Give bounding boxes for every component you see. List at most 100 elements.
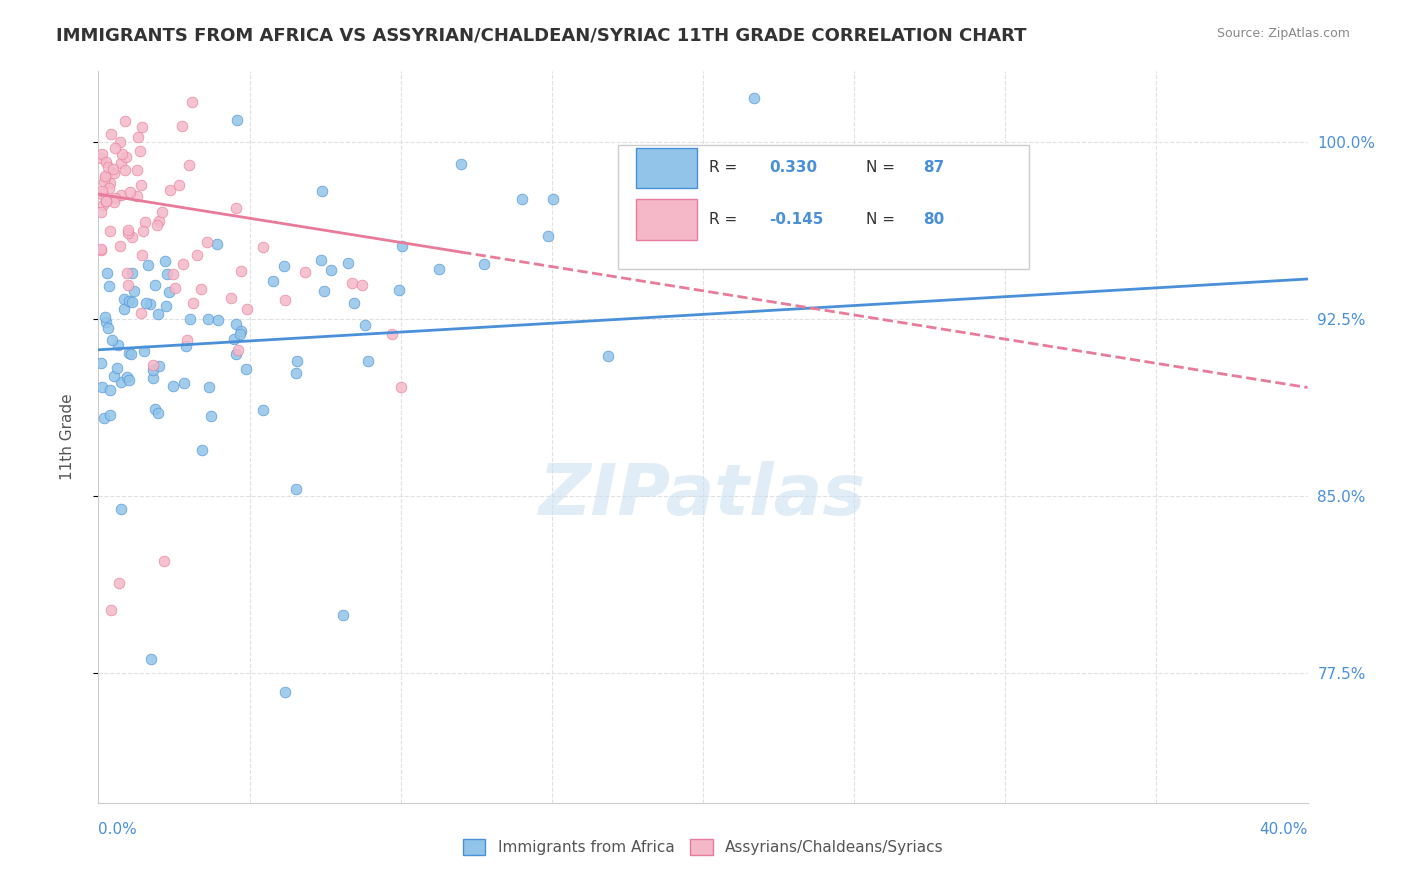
Point xyxy=(389,380,412,394)
Point xyxy=(97,279,120,293)
Point xyxy=(221,291,243,305)
Point xyxy=(118,185,141,199)
Point xyxy=(108,136,131,150)
Point xyxy=(103,369,125,384)
Point xyxy=(207,312,229,326)
Point xyxy=(110,376,132,390)
Point xyxy=(229,326,252,341)
Point xyxy=(150,205,173,219)
Point xyxy=(388,283,411,297)
Point xyxy=(101,333,124,347)
Point xyxy=(98,224,121,238)
Point xyxy=(100,128,122,142)
Point xyxy=(104,141,127,155)
Point xyxy=(117,278,139,293)
Point xyxy=(110,502,132,516)
Point xyxy=(174,339,197,353)
Point xyxy=(311,184,333,198)
Point xyxy=(225,317,247,331)
Point xyxy=(114,114,136,128)
Point xyxy=(121,266,143,280)
Point xyxy=(100,603,122,617)
Point xyxy=(98,176,121,190)
Point xyxy=(90,243,112,257)
Point xyxy=(112,302,135,317)
Point xyxy=(354,318,377,333)
Point xyxy=(110,239,132,253)
Point xyxy=(294,265,316,279)
Text: R =: R = xyxy=(709,211,742,227)
Point xyxy=(543,193,565,207)
Point xyxy=(357,353,380,368)
Point xyxy=(98,383,121,397)
Text: R =: R = xyxy=(709,161,742,176)
Point xyxy=(114,150,136,164)
Point xyxy=(128,145,150,159)
Point xyxy=(117,227,139,241)
Point xyxy=(205,236,228,251)
Point xyxy=(135,296,157,310)
Point xyxy=(97,160,120,174)
Point xyxy=(343,296,366,310)
Point xyxy=(111,146,134,161)
Point xyxy=(121,295,143,310)
Point xyxy=(90,204,112,219)
Point xyxy=(90,356,112,370)
Point xyxy=(176,333,198,347)
Point xyxy=(124,284,146,298)
Point xyxy=(125,189,148,203)
Point xyxy=(142,363,165,377)
Point xyxy=(136,258,159,272)
Point xyxy=(131,224,153,238)
Text: IMMIGRANTS FROM AFRICA VS ASSYRIAN/CHALDEAN/SYRIAC 11TH GRADE CORRELATION CHART: IMMIGRANTS FROM AFRICA VS ASSYRIAN/CHALD… xyxy=(56,27,1026,45)
Point xyxy=(110,187,132,202)
Point xyxy=(90,244,112,258)
Point xyxy=(472,257,495,271)
Point xyxy=(222,332,245,346)
Point xyxy=(115,370,138,384)
Text: 40.0%: 40.0% xyxy=(1260,822,1308,837)
Point xyxy=(129,306,152,320)
Point xyxy=(142,371,165,385)
Point xyxy=(94,194,117,208)
Text: 87: 87 xyxy=(924,161,945,176)
Point xyxy=(226,113,249,128)
Text: -0.145: -0.145 xyxy=(769,211,824,227)
Point xyxy=(93,411,115,425)
Point xyxy=(284,366,307,380)
Point xyxy=(94,170,117,185)
Point xyxy=(91,198,114,212)
Point xyxy=(90,151,112,165)
Point xyxy=(180,95,202,110)
Point xyxy=(179,158,201,172)
Point xyxy=(381,327,404,342)
Point xyxy=(143,277,166,292)
Point xyxy=(91,184,114,198)
Point xyxy=(537,228,560,243)
Point xyxy=(614,225,637,239)
Point xyxy=(118,294,141,309)
Point xyxy=(252,240,274,254)
Point xyxy=(125,163,148,178)
Point xyxy=(742,90,765,104)
Point xyxy=(312,284,335,298)
Point xyxy=(157,285,180,300)
Point xyxy=(118,346,141,360)
Point xyxy=(165,281,187,295)
Point xyxy=(134,215,156,229)
Point xyxy=(190,282,212,296)
Point xyxy=(110,155,132,169)
Point xyxy=(148,359,170,373)
Point xyxy=(153,254,176,268)
Point xyxy=(104,191,127,205)
Point xyxy=(148,214,170,228)
Point xyxy=(108,576,131,591)
Point xyxy=(319,263,342,277)
Point xyxy=(118,373,141,387)
Point xyxy=(262,274,284,288)
Point xyxy=(285,482,308,496)
Point xyxy=(172,257,194,271)
Point xyxy=(96,266,118,280)
Point xyxy=(200,409,222,424)
FancyBboxPatch shape xyxy=(619,145,1029,268)
